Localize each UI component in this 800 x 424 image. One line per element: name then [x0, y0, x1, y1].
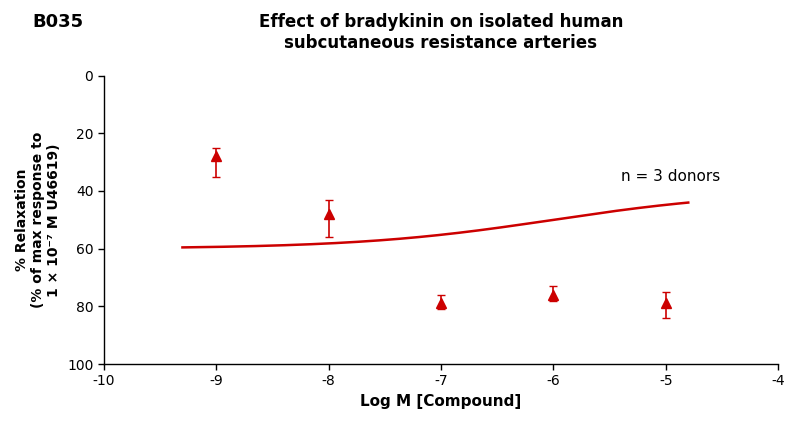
Text: Effect of bradykinin on isolated human
subcutaneous resistance arteries: Effect of bradykinin on isolated human s…: [258, 13, 623, 52]
Text: n = 3 donors: n = 3 donors: [621, 169, 720, 184]
Y-axis label: % Relaxation
(% of max response to
1 × 10⁻⁷ M U46619): % Relaxation (% of max response to 1 × 1…: [15, 131, 62, 308]
X-axis label: Log M [Compound]: Log M [Compound]: [360, 394, 522, 409]
Text: B035: B035: [32, 13, 83, 31]
